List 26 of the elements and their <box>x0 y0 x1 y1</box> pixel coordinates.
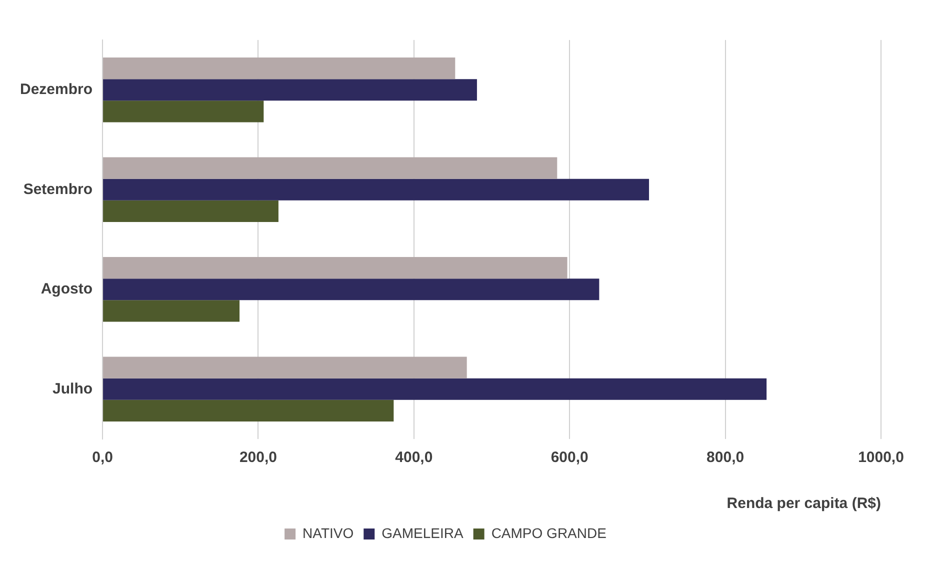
x-tick-label: 1000,0 <box>858 449 904 466</box>
x-tick-label: 0,0 <box>92 449 113 466</box>
legend-label: GAMELEIRA <box>382 524 464 541</box>
y-tick-label: Julho <box>52 380 93 398</box>
bar <box>103 378 767 400</box>
legend-label: NATIVO <box>302 524 354 541</box>
x-tick-label: 400,0 <box>395 449 433 466</box>
bar <box>103 400 394 422</box>
y-tick-label: Dezembro <box>20 81 93 98</box>
y-tick-label: Agosto <box>40 280 93 298</box>
y-tick-label: Setembro <box>23 180 93 198</box>
x-tick-label: 600,0 <box>550 449 588 466</box>
bar <box>103 200 278 222</box>
x-axis-title: Renda per capita (R$) <box>726 495 881 512</box>
bar <box>103 356 467 378</box>
bar <box>103 278 600 300</box>
x-tick-label: 200,0 <box>239 449 277 466</box>
bar <box>103 300 240 322</box>
bar <box>103 256 568 279</box>
bar <box>103 79 477 101</box>
bar <box>103 157 558 179</box>
x-tick-label: 800,0 <box>706 449 744 466</box>
bar <box>103 57 456 80</box>
legend-label: CAMPO GRANDE <box>491 524 606 541</box>
bar <box>103 100 264 122</box>
bar <box>103 178 650 200</box>
